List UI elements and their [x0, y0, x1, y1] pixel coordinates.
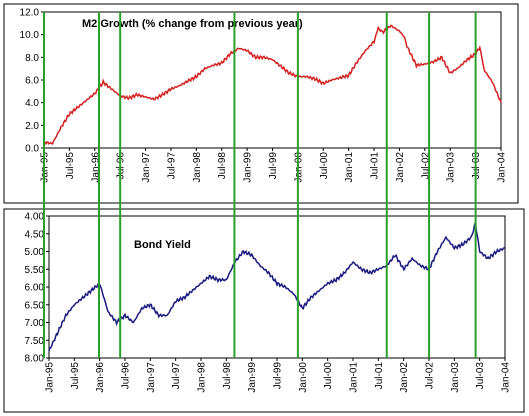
x-tick-label: Jul-02: [425, 362, 436, 390]
marker-lines: [43, 12, 477, 358]
x-tick-label: Jul-97: [166, 152, 177, 180]
x-tick-label: Jan-98: [197, 362, 208, 393]
x-tick-label: Jul-98: [222, 362, 233, 390]
y-tick-label: 7.50: [25, 336, 45, 347]
x-tick-label: Jul-98: [217, 152, 228, 180]
x-tick-label: Jan-01: [349, 362, 360, 393]
y-tick-label: 5.50: [25, 265, 45, 276]
bottom-plot-area: [48, 215, 506, 359]
x-tick-label: Jan-04: [501, 362, 512, 393]
x-tick-label: Jul-95: [70, 362, 81, 390]
x-tick-label: Jul-00: [319, 152, 330, 180]
x-tick-label: Jan-97: [141, 152, 152, 183]
x-tick-label: Jan-97: [146, 362, 157, 393]
x-tick-label: Jan-02: [395, 152, 406, 183]
y-tick-label: 6.00: [25, 283, 45, 294]
bottom-y-axis: 4.00 4.50 5.00 5.50 6.00 6.50 7.00 7.50 8.00: [25, 212, 49, 365]
y-tick-label: 8.0: [25, 53, 39, 64]
x-tick-label: Jul-97: [171, 362, 182, 390]
chart-title-bond-yield: Bond Yield: [134, 239, 191, 251]
x-tick-label: Jan-99: [247, 362, 258, 393]
x-tick-label: Jul-03: [475, 362, 486, 390]
x-tick-label: Jul-99: [273, 362, 284, 390]
chart-title-m2-growth: M2 Growth (% change from previous year): [82, 18, 303, 30]
x-tick-label: Jan-99: [243, 152, 254, 183]
x-tick-label: Jul-95: [65, 152, 76, 180]
y-tick-label: 4.0: [25, 98, 39, 109]
x-tick-label: Jan-00: [298, 362, 309, 393]
x-tick-label: Jul-01: [370, 152, 381, 180]
y-tick-label: 6.0: [25, 76, 39, 87]
y-tick-label: 12.0: [20, 8, 40, 19]
x-tick-label: Jan-02: [399, 362, 410, 393]
x-tick-label: Jan-96: [90, 152, 101, 183]
top-plot-area: [43, 11, 502, 149]
y-tick-label: 4.50: [25, 229, 45, 240]
x-tick-label: Jul-02: [420, 152, 431, 180]
y-tick-label: 0.0: [25, 144, 39, 155]
x-tick-label: Jan-01: [344, 152, 355, 183]
x-tick-label: Jan-96: [95, 362, 106, 393]
y-tick-label: 6.50: [25, 300, 45, 311]
x-tick-label: Jul-96: [121, 362, 132, 390]
x-tick-label: Jul-99: [268, 152, 279, 180]
x-tick-label: Jan-03: [446, 152, 457, 183]
y-tick-label: 8.00: [25, 354, 45, 365]
x-tick-label: Jan-95: [45, 362, 56, 393]
y-tick-label: 7.00: [25, 318, 45, 329]
y-tick-label: 5.00: [25, 247, 45, 258]
top-y-axis: 0.0 2.0 4.0 6.0 8.0 10.0 12.0: [20, 8, 44, 155]
y-tick-label: 4.00: [25, 212, 45, 223]
x-tick-label: Jul-01: [374, 362, 385, 390]
bottom-x-axis: Jan-95 Jul-95 Jan-96 Jul-96 Jan-97 Jul-97 Jan-…: [45, 358, 512, 393]
y-tick-label: 2.0: [25, 121, 39, 132]
x-tick-label: Jan-98: [192, 152, 203, 183]
x-tick-label: Jan-03: [450, 362, 461, 393]
y-tick-label: 10.0: [20, 30, 40, 41]
x-tick-label: Jul-00: [323, 362, 334, 390]
x-tick-label: Jan-04: [497, 152, 508, 183]
